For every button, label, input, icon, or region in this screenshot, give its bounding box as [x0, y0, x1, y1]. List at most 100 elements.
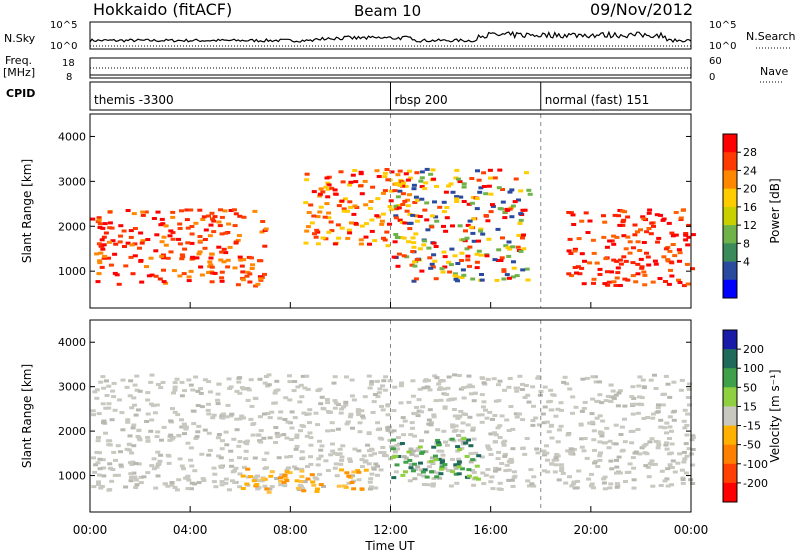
power-echo-cell [374, 169, 380, 173]
power-echo-cell [681, 208, 686, 212]
velocity-echo-cell [479, 393, 485, 397]
power-echo-cell [510, 275, 516, 279]
power-echo-cell [223, 231, 229, 235]
velocity-echo-cell [336, 484, 342, 488]
velocity-echo-cell [255, 487, 261, 491]
velocity-echo-cell [534, 447, 540, 451]
velocity-colorbar-tick-label: -50 [743, 439, 761, 452]
velocity-echo-cell [344, 375, 349, 379]
velocity-echo-cell [607, 486, 613, 490]
velocity-echo-cell [439, 449, 445, 453]
velocity-echo-cell [636, 384, 642, 388]
velocity-echo-cell [317, 472, 323, 476]
velocity-echo-cell [460, 421, 466, 425]
power-echo-cell [324, 176, 330, 180]
power-echo-cell [102, 222, 108, 226]
velocity-echo-cell [267, 487, 273, 491]
power-echo-cell [188, 208, 194, 212]
velocity-echo-cell [300, 456, 306, 460]
velocity-echo-cell [630, 456, 636, 460]
velocity-echo-cell [542, 453, 547, 457]
velocity-echo-cell [594, 416, 600, 420]
velocity-echo-cell [306, 412, 312, 416]
power-echo-cell [347, 200, 353, 204]
power-echo-cell [617, 284, 623, 287]
velocity-echo-cell [425, 483, 431, 487]
power-echo-cell [332, 242, 338, 246]
power-echo-cell [194, 256, 200, 260]
power-echo-cell [414, 171, 420, 175]
velocity-echo-cell [229, 479, 235, 483]
velocity-echo-cell [526, 400, 532, 404]
power-echo-cell [382, 171, 388, 175]
velocity-echo-cell [276, 456, 282, 460]
power-echo-cell [506, 240, 512, 244]
velocity-echo-cell [533, 416, 539, 420]
power-echo-cell [635, 240, 641, 244]
power-ytick-label: 2000 [58, 220, 86, 233]
velocity-echo-cell [119, 411, 125, 415]
velocity-echo-cell [294, 436, 300, 440]
velocity-echo-cell [254, 483, 260, 486]
power-echo-cell [441, 210, 447, 214]
cpid-segment-label: normal (fast) 151 [545, 93, 649, 107]
power-echo-cell [602, 220, 608, 224]
velocity-echo-cell [545, 458, 550, 462]
velocity-echo-cell [420, 405, 426, 409]
velocity-echo-cell [690, 463, 696, 467]
power-echo-cell [345, 236, 351, 240]
power-echo-cell [125, 241, 131, 245]
velocity-echo-cell [593, 459, 599, 463]
velocity-echo-cell [531, 404, 536, 408]
power-echo-cell [241, 215, 247, 219]
velocity-echo-cell [133, 486, 139, 489]
velocity-echo-cell [468, 392, 474, 396]
power-echo-cell [441, 200, 447, 204]
velocity-echo-cell [198, 387, 204, 391]
velocity-echo-cell [520, 418, 526, 422]
velocity-echo-cell [346, 474, 352, 478]
velocity-echo-cell [92, 470, 98, 474]
power-echo-cell [388, 199, 394, 203]
velocity-echo-cell [225, 403, 231, 407]
velocity-echo-cell [299, 450, 305, 454]
velocity-echo-cell [417, 387, 423, 391]
velocity-echo-cell [149, 464, 155, 468]
velocity-echo-cell [450, 457, 455, 461]
velocity-echo-cell [618, 433, 624, 436]
sky-right-tick-top: 10^5 [709, 20, 736, 31]
power-echo-cell [507, 247, 513, 251]
velocity-echo-cell [438, 398, 444, 402]
power-echo-cell [182, 247, 188, 251]
power-echo-cell [413, 232, 419, 236]
power-echo-cell [678, 216, 684, 220]
velocity-echo-cell [240, 474, 246, 478]
velocity-echo-cell [264, 451, 270, 455]
power-echo-cell [108, 263, 114, 267]
power-echo-cell [501, 268, 507, 272]
velocity-echo-cell [123, 485, 129, 489]
velocity-colorbar-frame [722, 329, 738, 503]
velocity-echo-cell [357, 421, 363, 425]
power-echo-cell [673, 211, 679, 214]
power-colorbar-swatch [723, 170, 737, 190]
power-echo-cell [454, 200, 460, 203]
velocity-echo-cell [179, 418, 184, 422]
velocity-echo-cell [103, 379, 109, 383]
power-echo-cell [163, 243, 169, 247]
power-echo-cell [590, 238, 596, 242]
velocity-colorbar-swatch [723, 330, 737, 350]
velocity-echo-cell [332, 375, 338, 379]
velocity-echo-cell [599, 401, 605, 405]
power-echo-cell [116, 282, 122, 286]
velocity-echo-cell [271, 401, 277, 405]
velocity-echo-cell [318, 402, 324, 406]
velocity-echo-cell [272, 391, 278, 395]
power-echo-cell [601, 235, 607, 239]
velocity-echo-cell [315, 463, 321, 467]
velocity-echo-cell [228, 449, 234, 453]
power-echo-cell [570, 213, 576, 217]
power-echo-cell [467, 264, 472, 268]
velocity-echo-cell [555, 407, 561, 411]
velocity-echo-cell [298, 383, 304, 387]
